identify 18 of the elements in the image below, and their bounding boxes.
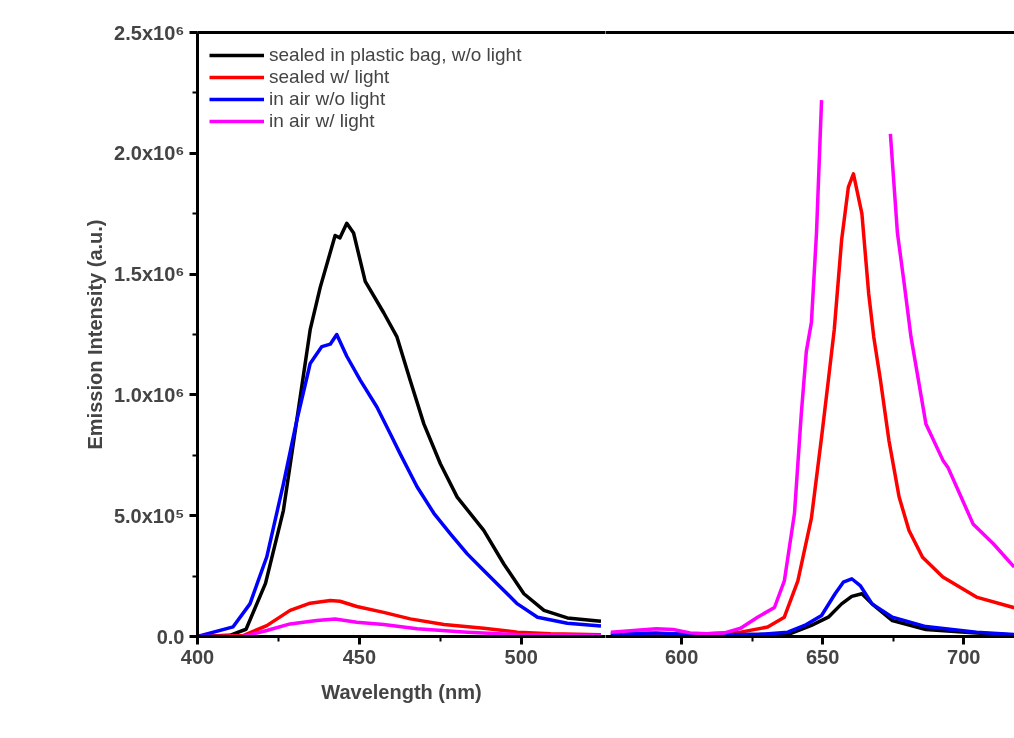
legend-label: sealed in plastic bag, w/o light: [269, 44, 522, 66]
x-tick-label: 700: [947, 645, 981, 668]
y-tick-label: 1.5x10⁶: [114, 263, 185, 286]
y-axis-title: Emission Intensity (a.u.): [83, 219, 106, 450]
legend-label: sealed w/ light: [269, 66, 390, 88]
legend-label: in air w/ light: [269, 110, 375, 132]
y-tick-label: 2.0x10⁶: [114, 142, 185, 165]
x-tick-label: 650: [806, 645, 840, 668]
x-axis-title: Wavelength (nm): [321, 680, 482, 703]
x-tick-label: 400: [180, 645, 215, 668]
legend-label: in air w/o light: [269, 88, 386, 110]
x-tick-label: 450: [342, 645, 377, 668]
y-tick-label: 1.0x10⁶: [114, 383, 185, 406]
x-tick-label: 600: [664, 645, 699, 668]
y-tick-label: 2.5x10⁶: [114, 21, 185, 44]
y-tick-label: 0.0: [156, 625, 185, 648]
y-tick-label: 5.0x10⁵: [113, 504, 185, 527]
x-tick-label: 500: [504, 645, 538, 668]
